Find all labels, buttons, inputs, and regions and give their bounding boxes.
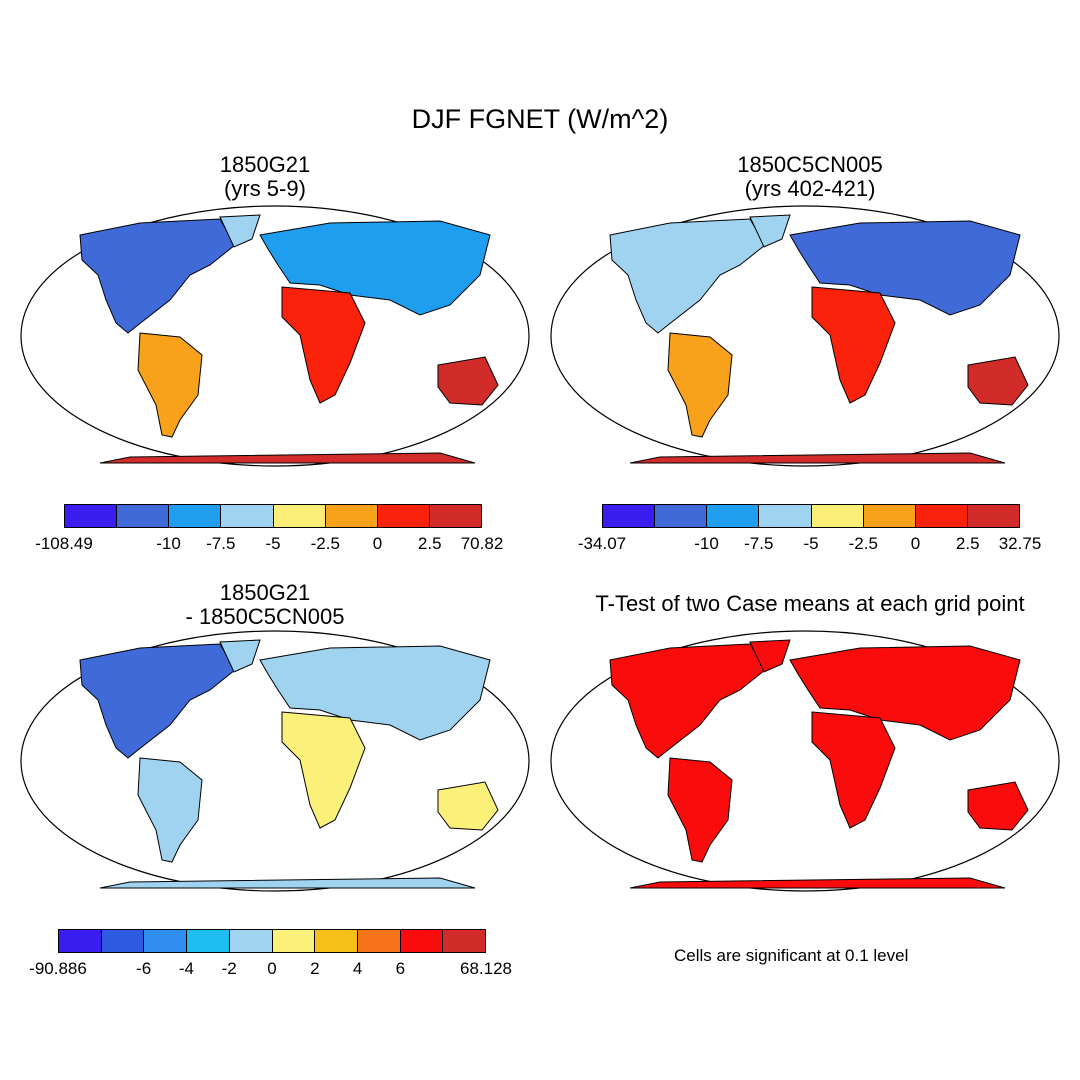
colorbar-tick-label: -7.5 [744,534,774,553]
map-panel-3 [20,630,530,892]
colorbar-tick-label: 70.82 [460,534,504,553]
colorbar-swatch [400,930,444,952]
antarctica-region [99,452,476,464]
africa-region [811,286,896,404]
australia-region [437,356,499,406]
greenland-region [219,214,261,248]
eurasia-region [789,220,1021,316]
colorbar-panel-2 [602,504,1020,528]
panel-3-title: 1850G21 - 1850C5CN005 [145,581,385,629]
colorbar-tick-label: 4 [352,959,363,978]
colorbar-swatch [315,930,358,952]
colorbar-tick-label: -7.5 [206,534,236,553]
antarctica-region [629,452,1006,464]
colorbar-swatch [229,930,273,952]
colorbar-swatch [811,505,864,527]
map-panel-2 [550,205,1060,467]
colorbar-swatch [759,505,812,527]
colorbar-tick-label: 0 [910,534,921,553]
colorbar-swatch [59,930,102,952]
greenland-region [219,639,261,673]
eurasia-region [259,220,491,316]
panel-4-title: T-Test of two Case means at each grid po… [560,592,1060,616]
colorbar-tick-label: 6 [395,959,406,978]
eurasia-region [259,645,491,741]
panel-3-title-line1: 1850G21 [219,580,311,605]
colorbar-swatch [187,930,230,952]
africa-region [811,711,896,829]
colorbar-tick-label: -108.49 [35,534,93,553]
colorbar-tick-label: 2.5 [417,534,442,553]
australia-region [437,781,499,831]
south-america-region [667,757,733,863]
colorbar-tick-label: 2.5 [955,534,980,553]
colorbar-swatch [915,505,968,527]
map-panel-4 [550,630,1060,892]
colorbar-tick-label: 32.75 [998,534,1042,553]
colorbar-tick-label: -2.5 [848,534,878,553]
colorbar-swatch [655,505,708,527]
panel-4-title-text: T-Test of two Case means at each grid po… [595,591,1025,616]
colorbar-tick-label: -2.5 [310,534,340,553]
colorbar-swatch [221,505,274,527]
colorbar-tick-label: 0 [267,959,277,978]
colorbar-tick-label: 0 [372,534,383,553]
colorbar-swatch [603,505,656,527]
colorbar-tick-label: -34.07 [577,534,627,553]
panel-2-title-line1: 1850C5CN005 [737,152,883,177]
colorbar-swatch [967,505,1019,527]
map-panel-1 [20,205,530,467]
colorbar-swatch [429,505,481,527]
panel-2-title-line2: (yrs 402-421) [744,176,876,201]
colorbar-swatch [65,505,118,527]
greenland-region [749,214,791,248]
figure-title: DJF FGNET (W/m^2) [411,104,669,134]
colorbar-tick-label: -90.886 [29,959,87,978]
colorbar-tick-label: -10 [156,534,181,553]
colorbar-swatch [707,505,760,527]
colorbar-swatch [443,930,486,952]
colorbar-panel-1 [64,504,482,528]
panel-1-title-line2: (yrs 5-9) [224,176,306,201]
australia-region [967,781,1029,831]
south-america-region [137,332,203,438]
colorbar-swatch [117,505,170,527]
colorbar-swatch [144,930,188,952]
colorbar-swatch [357,930,401,952]
greenland-region [749,639,791,673]
colorbar-swatch [169,505,222,527]
colorbar-swatch [273,505,326,527]
colorbar-tick-label: -5 [803,534,819,553]
south-america-region [667,332,733,438]
panel-1-title: 1850G21 (yrs 5-9) [145,153,385,201]
africa-region [281,711,366,829]
antarctica-region [629,877,1006,889]
significance-note: Cells are significant at 0.1 level [674,946,909,965]
colorbar-tick-label: -5 [265,534,281,553]
colorbar-swatch [863,505,916,527]
panel-1-title-line1: 1850G21 [219,152,311,177]
colorbar-swatch [325,505,378,527]
panel-2-title: 1850C5CN005 (yrs 402-421) [680,153,940,201]
antarctica-region [99,877,476,889]
colorbar-tick-label: -4 [178,959,194,978]
colorbar-tick-label: 2 [310,959,320,978]
colorbar-swatch [377,505,430,527]
colorbar-tick-label: 68.128 [460,959,512,978]
colorbar-swatch [101,930,145,952]
africa-region [281,286,366,404]
colorbar-tick-label: -10 [694,534,719,553]
eurasia-region [789,645,1021,741]
panel-3-title-line2: - 1850C5CN005 [185,604,345,629]
colorbar-swatch [272,930,316,952]
australia-region [967,356,1029,406]
colorbar-tick-label: -2 [221,959,237,978]
south-america-region [137,757,203,863]
colorbar-panel-3 [58,929,486,953]
colorbar-tick-label: -6 [136,959,152,978]
